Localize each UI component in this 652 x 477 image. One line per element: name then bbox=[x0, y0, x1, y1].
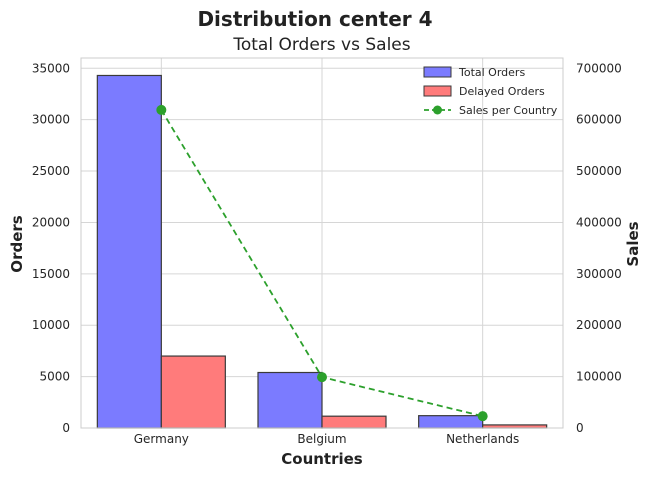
y-tick-label-left: 30000 bbox=[32, 113, 70, 127]
x-tick-label: Belgium bbox=[297, 432, 346, 446]
y-tick-label-right: 300000 bbox=[576, 267, 622, 281]
bar-total-orders-belgium bbox=[257, 371, 323, 429]
y-axis-label-left: Orders bbox=[8, 215, 26, 272]
y-tick-label-left: 15000 bbox=[32, 267, 70, 281]
y-tick-label-left: 20000 bbox=[32, 215, 70, 229]
y-tick-label-right: 500000 bbox=[576, 164, 622, 178]
legend-swatch bbox=[423, 66, 452, 78]
bar-total-orders-netherlands bbox=[418, 415, 484, 429]
y-tick-label-left: 0 bbox=[62, 421, 70, 435]
sales-point-belgium bbox=[317, 372, 327, 383]
legend-label: Sales per Country bbox=[459, 104, 558, 117]
legend-swatch bbox=[423, 85, 452, 97]
x-axis-label: Countries bbox=[281, 450, 363, 468]
y-tick-label-right: 100000 bbox=[576, 370, 622, 384]
chart-suptitle: Distribution center 4 bbox=[197, 7, 432, 31]
y-tick-label-left: 25000 bbox=[32, 164, 70, 178]
bar-delayed-orders-belgium bbox=[321, 415, 387, 429]
legend-item-total-orders: Total Orders bbox=[423, 66, 525, 79]
y-tick-label-right: 0 bbox=[576, 421, 584, 435]
y-tick-label-right: 700000 bbox=[576, 61, 622, 75]
y-tick-label-left: 5000 bbox=[39, 370, 70, 384]
chart-title: Total Orders vs Sales bbox=[232, 35, 410, 55]
x-tick-labels: Germany Belgium Netherlands bbox=[134, 432, 519, 446]
y-tick-label-right: 400000 bbox=[576, 215, 622, 229]
y-tick-label-right: 600000 bbox=[576, 113, 622, 127]
y-tick-labels-left: 0 5000 10000 15000 20000 25000 30000 35000 bbox=[32, 61, 70, 435]
bar-total-orders-germany bbox=[96, 74, 162, 429]
y-tick-label-left: 10000 bbox=[32, 318, 70, 332]
y-axis-label-right: Sales bbox=[624, 221, 642, 266]
legend-marker bbox=[433, 105, 442, 115]
legend-item-delayed-orders: Delayed Orders bbox=[423, 85, 545, 98]
sales-point-germany bbox=[156, 104, 167, 115]
bars bbox=[96, 74, 548, 429]
legend-item-sales-per-country: Sales per Country bbox=[424, 104, 558, 117]
sales-point-netherlands bbox=[477, 411, 488, 422]
y-tick-label-right: 200000 bbox=[576, 318, 622, 332]
legend-label: Total Orders bbox=[458, 66, 525, 79]
x-tick-label: Netherlands bbox=[446, 432, 519, 446]
plot-frame bbox=[80, 57, 564, 429]
legend: Total Orders Delayed Orders Sales per Coun… bbox=[423, 66, 558, 117]
x-tick-label: Germany bbox=[134, 432, 189, 446]
y-tick-label-left: 35000 bbox=[32, 61, 70, 75]
bar-delayed-orders-germany bbox=[160, 355, 226, 429]
y-tick-labels-right: 0 100000 200000 300000 400000 500000 600000 700… bbox=[576, 61, 622, 435]
legend-label: Delayed Orders bbox=[459, 85, 545, 98]
sales-line bbox=[156, 104, 488, 422]
